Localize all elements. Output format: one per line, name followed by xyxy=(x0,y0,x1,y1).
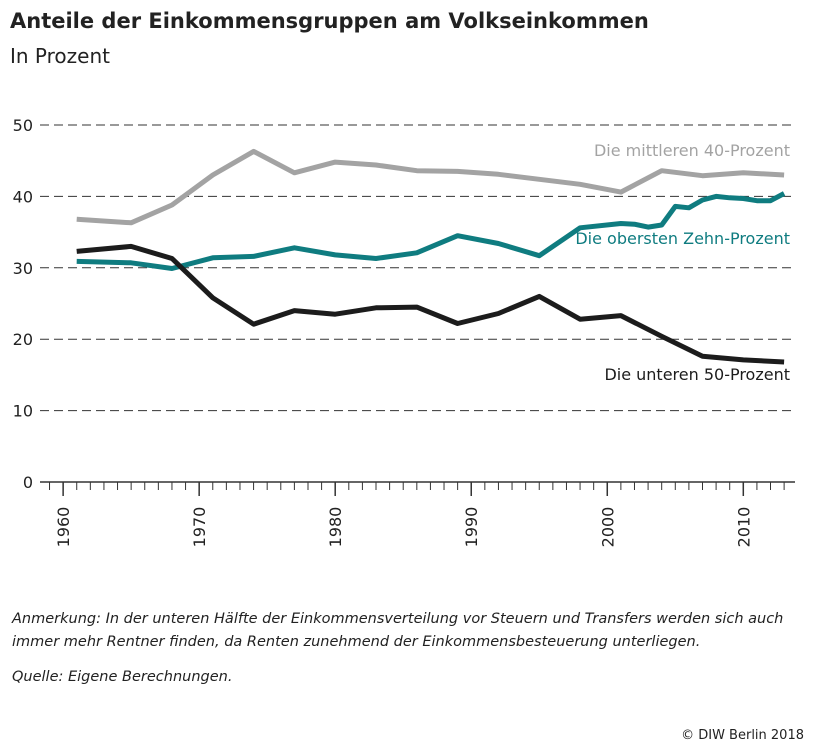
chart-title: Anteile der Einkommensgruppen am Volksei… xyxy=(10,9,649,33)
note: Anmerkung: In der unteren Hälfte der Ein… xyxy=(12,611,784,650)
x-tick-label: 1980 xyxy=(326,507,345,548)
y-tick-label: 0 xyxy=(23,473,33,492)
x-tick-label: 1990 xyxy=(462,507,481,548)
chart-subtitle: In Prozent xyxy=(10,44,110,68)
series-label: Die obersten Zehn-Prozent xyxy=(575,229,790,248)
series-line xyxy=(76,243,785,365)
series-label: Die unteren 50-Prozent xyxy=(604,365,790,384)
chart: Anteile der Einkommensgruppen am Volksei… xyxy=(10,9,795,548)
source: Quelle: Eigene Berechnungen. xyxy=(12,669,233,685)
y-tick-label: 40 xyxy=(13,187,33,206)
series-line xyxy=(76,148,785,226)
y-tick-label: 50 xyxy=(13,116,33,135)
x-tick-label: 2000 xyxy=(598,507,617,548)
x-tick-label: 1970 xyxy=(190,507,209,548)
y-tick-label: 30 xyxy=(13,259,33,278)
x-tick-label: 1960 xyxy=(54,507,73,548)
series-line xyxy=(76,191,786,271)
series-label: Die mittleren 40-Prozent xyxy=(594,141,790,160)
x-tick-label: 2010 xyxy=(734,507,753,548)
copyright: © DIW Berlin 2018 xyxy=(681,728,804,743)
y-tick-label: 10 xyxy=(13,402,33,421)
y-tick-label: 20 xyxy=(13,330,33,349)
